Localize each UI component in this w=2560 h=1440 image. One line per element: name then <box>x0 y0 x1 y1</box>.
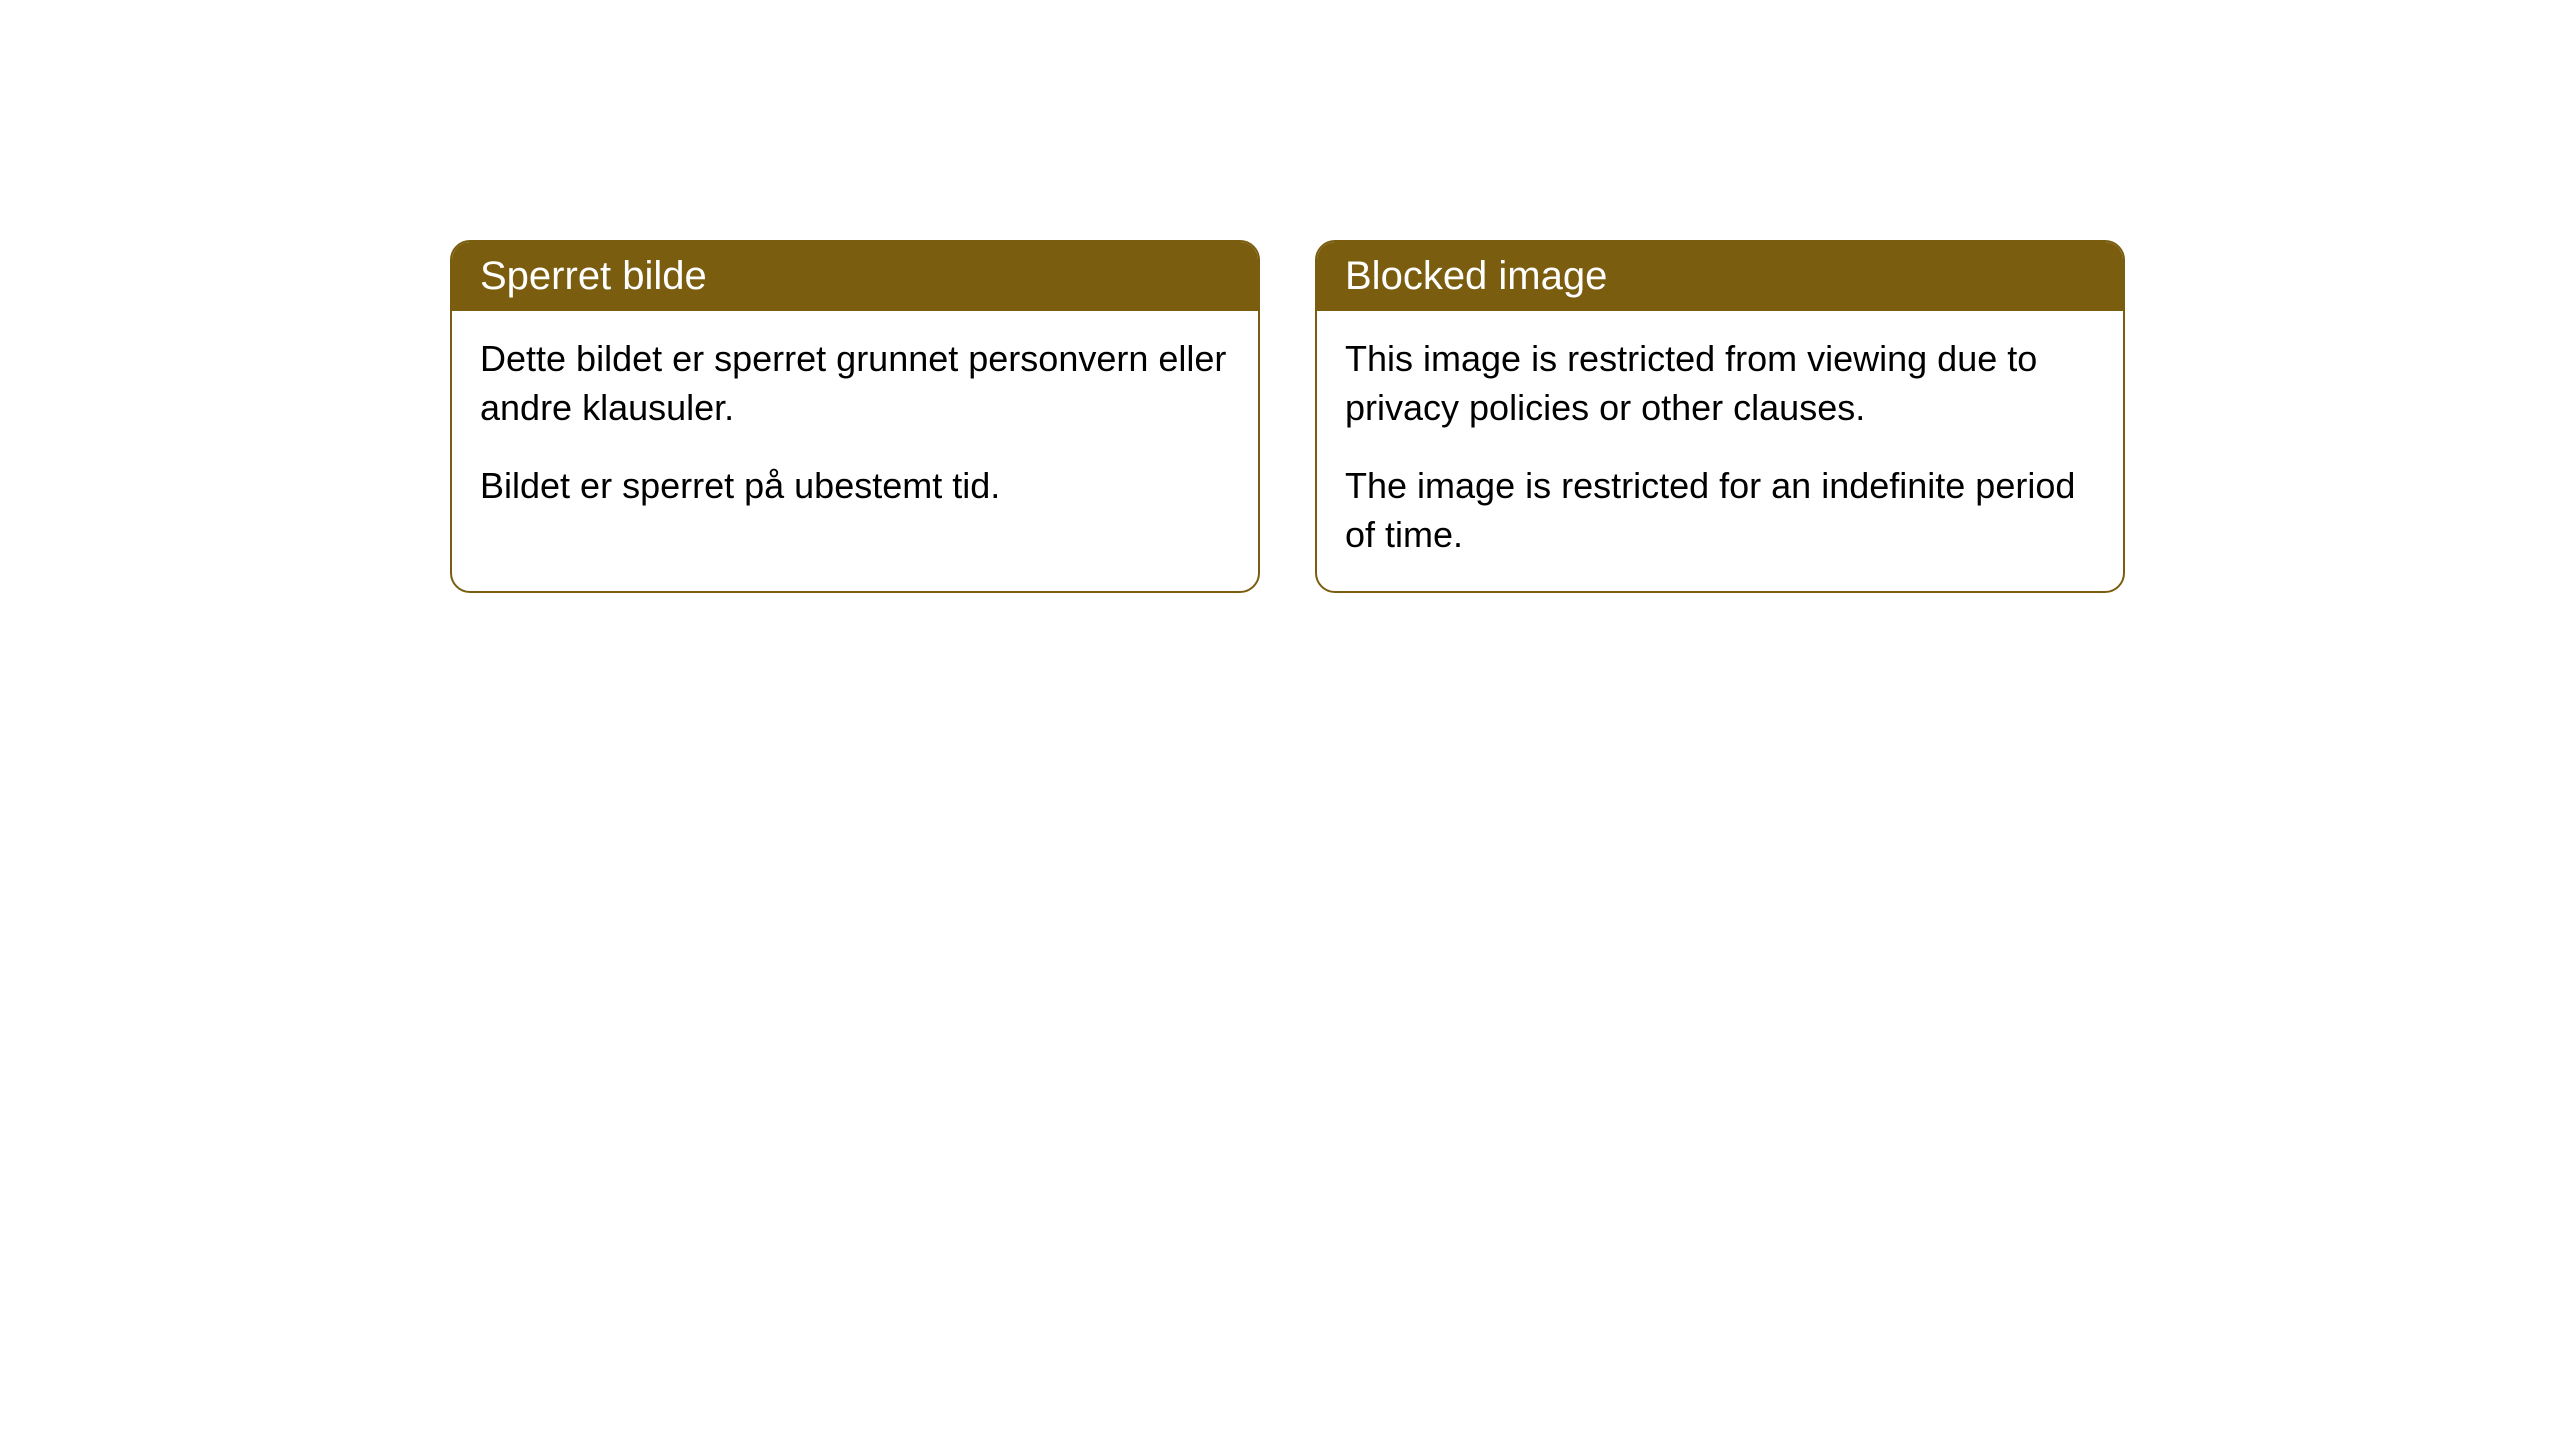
card-paragraph: Dette bildet er sperret grunnet personve… <box>480 335 1230 432</box>
card-paragraph: This image is restricted from viewing du… <box>1345 335 2095 432</box>
card-paragraph: The image is restricted for an indefinit… <box>1345 462 2095 559</box>
card-body: This image is restricted from viewing du… <box>1317 311 2123 591</box>
card-title: Sperret bilde <box>480 254 707 298</box>
card-header: Sperret bilde <box>452 242 1258 311</box>
card-title: Blocked image <box>1345 254 1607 298</box>
card-header: Blocked image <box>1317 242 2123 311</box>
notice-cards-container: Sperret bilde Dette bildet er sperret gr… <box>450 240 2125 593</box>
card-paragraph: Bildet er sperret på ubestemt tid. <box>480 462 1230 511</box>
notice-card-english: Blocked image This image is restricted f… <box>1315 240 2125 593</box>
notice-card-norwegian: Sperret bilde Dette bildet er sperret gr… <box>450 240 1260 593</box>
card-body: Dette bildet er sperret grunnet personve… <box>452 311 1258 543</box>
